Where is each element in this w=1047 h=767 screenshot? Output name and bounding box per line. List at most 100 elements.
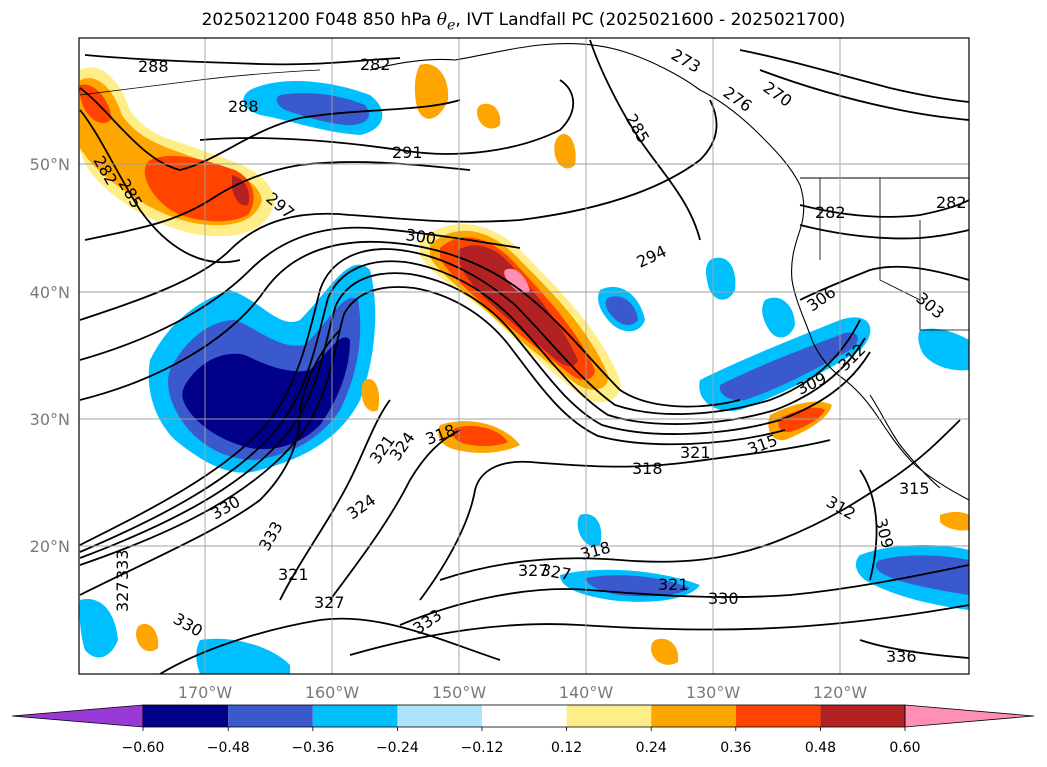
colorbar-label: 0.48 [805,740,836,756]
contour-line [329,429,461,601]
positive-anomaly-region [504,268,530,293]
negative-anomaly-region [719,332,858,401]
longitude-label: 160°W [305,683,360,702]
contour-line [79,286,786,566]
latitude-label-column: 50°N 40°N 30°N 20°N [30,155,70,556]
west-coast [791,229,969,501]
positive-anomaly-region [458,245,578,366]
colorbar-label: −0.24 [376,740,419,756]
negative-anomaly-region [605,296,638,325]
contour-line [79,329,341,596]
contour-label: 321 [278,565,309,584]
contour-line [739,49,969,103]
contour-line [159,617,501,674]
positive-anomaly-region [232,175,250,206]
contour-line [419,439,831,601]
colorbar-swatch [228,705,313,727]
contour-line [349,604,969,656]
latitude-label: 30°N [30,410,70,429]
longitude-label: 130°W [686,683,741,702]
contour-line [799,224,969,240]
colorbar-label: −0.60 [122,740,165,756]
contour-line [84,54,401,66]
contour-label: 315 [899,479,930,498]
colorbar-label: −0.48 [207,740,250,756]
shaded-fill-layer [79,64,969,674]
colorbar-label: 0.60 [889,740,920,756]
colorbar-extend-high [904,704,1035,728]
contour-line [79,240,741,408]
colorbar-label: 0.24 [636,740,667,756]
colorbar-label: 0.12 [551,740,582,756]
contour-line [79,87,461,171]
contour-line [799,199,969,218]
positive-anomaly-region [554,134,576,169]
colorbar-label: −0.12 [461,740,504,756]
contour-line [759,69,969,121]
colorbar-swatch [735,705,821,727]
theta-e-contour-layer [79,39,969,674]
contour-line [799,265,969,301]
contour-line [279,399,391,601]
contour-label: 282 [815,203,846,222]
colorbar-ticks [142,727,906,731]
map-title: 2025021200 F048 850 hPa θe, IVT Landfall… [201,10,846,34]
coastline-layer [79,43,969,501]
negative-anomaly-region [182,337,350,450]
contour-line [79,109,241,264]
latitude-label: 50°N [30,155,70,174]
latitude-label: 20°N [30,537,70,556]
longitude-label: 120°W [813,683,868,702]
contour-label: 336 [886,647,917,666]
colorbar-swatch [397,705,482,727]
colorbar-label: 0.36 [720,740,751,756]
longitude-label-row: 170°W 160°W 150°W 140°W 130°W 120°W [178,683,868,702]
contour-line [79,99,718,321]
positive-anomaly-region [136,623,159,652]
longitude-label: 150°W [432,683,487,702]
contour-line [79,248,861,546]
colorbar-extend-low [11,704,144,728]
negative-anomaly-region [276,93,369,126]
contour-label: 282 [936,193,967,212]
positive-anomaly-region [452,425,508,447]
contour-line [589,39,701,241]
colorbar-swatch [143,705,229,727]
negative-anomaly-region [762,297,795,338]
contour-line [859,639,969,659]
negative-anomaly-region [577,514,602,547]
colorbar-label: −0.36 [291,740,334,756]
latitude-label: 40°N [30,283,70,302]
contour-label: 318 [632,459,663,478]
positive-anomaly-region [144,155,254,222]
contour-line [399,564,969,626]
positive-anomaly-region [651,638,679,665]
contour-label: 321 [680,443,711,462]
colorbar: −0.60 −0.48 −0.36 −0.24 −0.12 0.12 0.24 … [11,704,1035,756]
positive-anomaly-region [361,379,380,412]
colorbar-swatch [651,705,736,727]
negative-anomaly-region [79,599,118,658]
contour-label: 330 [708,589,739,608]
contour-line [859,469,878,581]
contour-label: 327 [518,561,549,580]
colorbar-swatch [566,705,652,727]
positive-anomaly-region [476,103,501,129]
contour-label: 327 [314,593,345,612]
alaska-coast [369,43,805,231]
colorbar-outline [142,704,906,728]
contour-label: 300 [404,225,437,248]
contour-label: 288 [138,57,169,76]
contour-label: 327 [113,581,132,612]
contour-line [79,226,521,361]
colorbar-swatch [312,705,398,727]
aleutian-islands [79,69,321,96]
contour-label: 291 [392,143,423,162]
negative-anomaly-region [196,638,290,674]
baja-coast [869,394,941,489]
colorbar-swatch [820,705,905,727]
negative-anomaly-region [918,328,969,371]
graticule [79,38,969,674]
positive-anomaly-region [778,407,825,433]
